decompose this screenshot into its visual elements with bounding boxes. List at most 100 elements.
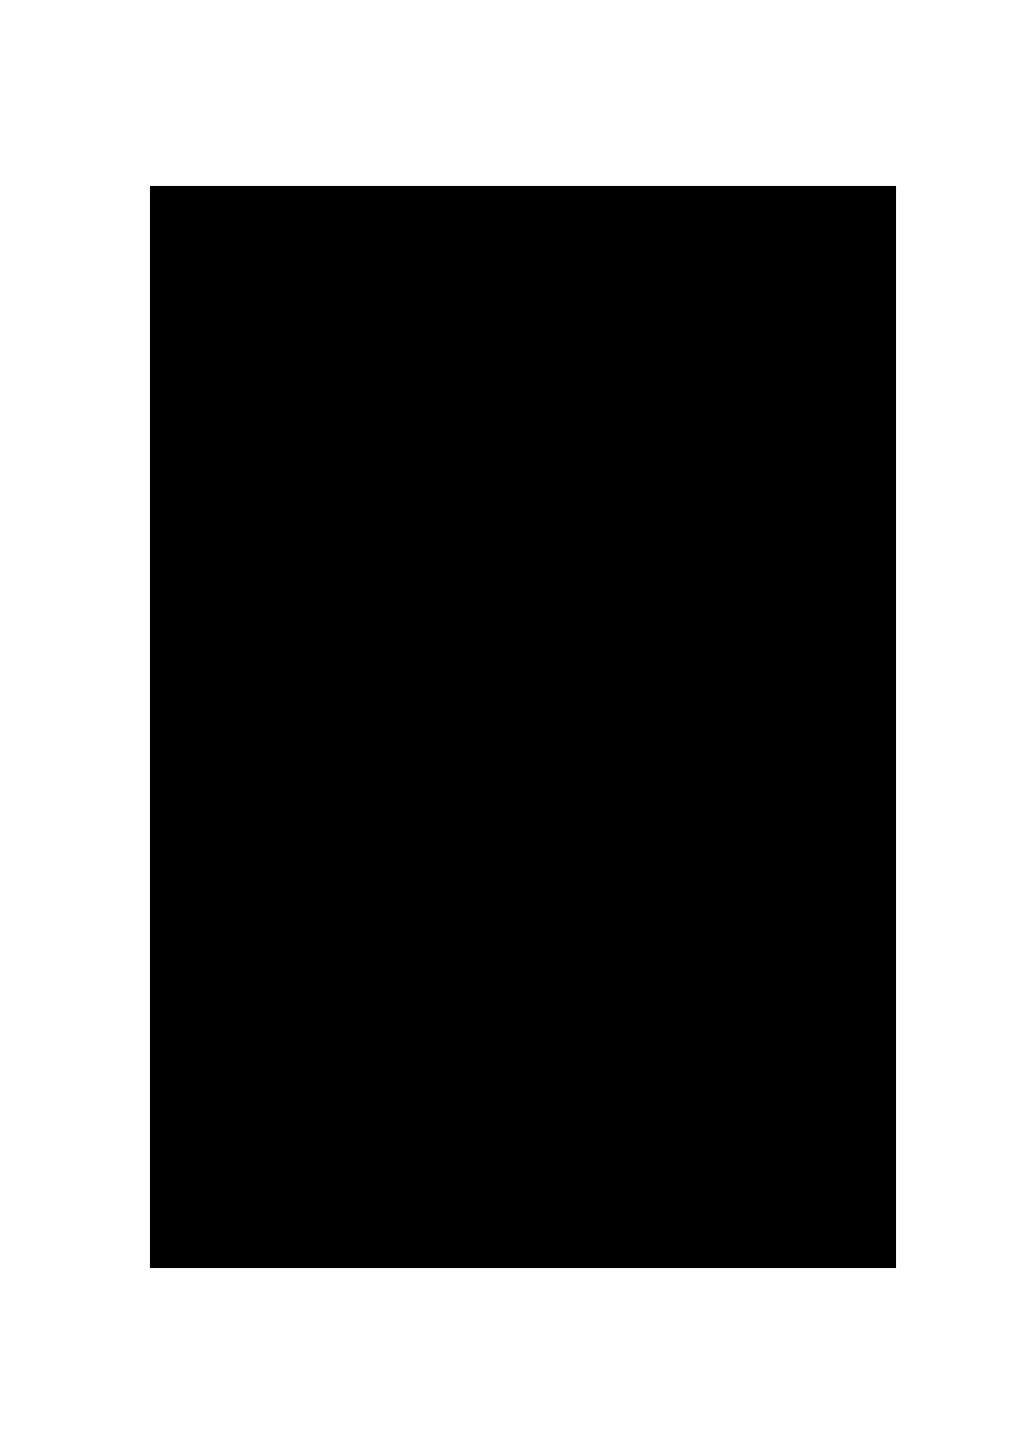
Polygon shape <box>151 235 224 270</box>
Circle shape <box>873 502 877 508</box>
Circle shape <box>279 597 285 603</box>
Circle shape <box>865 887 870 892</box>
Text: a: a <box>399 740 408 753</box>
Text: (c)  determinate and stable: (c) determinate and stable <box>175 1062 366 1076</box>
Bar <box>127 173 917 188</box>
Text: IES ◆ GATE ◆ PSUs ◆ JTO ◆ IAS ◆ NET: IES ◆ GATE ◆ PSUs ◆ JTO ◆ IAS ◆ NET <box>440 1247 599 1257</box>
Text: Qᴜᴇᴛɪᴏɴ  Bᴀɴᴋ: Qᴜᴇᴛɪᴏɴ Bᴀɴᴋ <box>411 238 634 267</box>
Text: A: A <box>235 583 244 596</box>
Text: (d)  12: (d) 12 <box>329 466 375 479</box>
Text: C: C <box>319 426 327 439</box>
Circle shape <box>651 710 656 716</box>
Text: (a)  Zero: (a) Zero <box>196 843 256 857</box>
Circle shape <box>538 870 545 877</box>
Text: (b)  6: (b) 6 <box>329 450 366 465</box>
Text: 2P: 2P <box>217 794 232 807</box>
Text: D: D <box>710 698 718 709</box>
Circle shape <box>380 818 385 823</box>
Circle shape <box>867 870 873 877</box>
Text: The force in the member ‘CD’ of the truss in fig: The force in the member ‘CD’ of the trus… <box>175 662 503 677</box>
Text: 1.: 1. <box>155 280 170 294</box>
Text: frame: frame <box>175 498 217 512</box>
Text: 3.: 3. <box>155 662 171 677</box>
Text: D: D <box>362 1007 372 1020</box>
Text: (d)  18: (d) 18 <box>329 644 375 657</box>
Circle shape <box>313 420 319 427</box>
Text: 6.: 6. <box>526 557 542 571</box>
Text: is: is <box>175 675 186 690</box>
Text: A: A <box>235 407 244 420</box>
Text: (d)  2, 22: (d) 2, 22 <box>704 535 767 548</box>
Text: 7.: 7. <box>526 765 542 779</box>
Circle shape <box>279 420 285 427</box>
Circle shape <box>871 887 876 892</box>
Bar <box>151 1221 894 1267</box>
Text: (c)  determinate: (c) determinate <box>534 935 647 949</box>
Text: (b)  24: (b) 24 <box>329 628 375 642</box>
Circle shape <box>703 801 709 808</box>
Circle shape <box>313 597 319 603</box>
Text: Pratap Nagar, Tonk Road, Jaipur-33: Pratap Nagar, Tonk Road, Jaipur-33 <box>177 1240 371 1250</box>
Text: a: a <box>322 674 330 687</box>
Text: (c)  P (Compression): (c) P (Compression) <box>196 859 336 873</box>
Text: | 1: | 1 <box>870 215 890 231</box>
Text: C: C <box>362 915 371 928</box>
Text: P: P <box>224 709 232 722</box>
Circle shape <box>313 615 318 619</box>
Text: 2.: 2. <box>155 485 171 501</box>
Text: below is.: below is. <box>549 570 610 584</box>
Circle shape <box>703 710 707 716</box>
Circle shape <box>313 437 318 442</box>
Text: (a)  3: (a) 3 <box>196 450 232 465</box>
Text: The plane frame shown below  is :: The plane frame shown below is : <box>175 877 413 892</box>
Text: ENGINEERS ACADEMY: ENGINEERS ACADEMY <box>461 1228 580 1238</box>
Circle shape <box>538 801 545 808</box>
Text: A: A <box>258 709 267 722</box>
Text: J: J <box>680 597 683 608</box>
Text: (b)  6: (b) 6 <box>704 727 742 742</box>
Text: G: G <box>610 649 620 659</box>
Circle shape <box>654 710 659 716</box>
Text: (d)  10: (d) 10 <box>704 743 750 758</box>
Bar <box>151 235 894 270</box>
Text: A: A <box>260 1007 268 1020</box>
Text: (c)  27: (c) 27 <box>196 644 240 657</box>
Circle shape <box>651 694 657 700</box>
Text: Email : info@ engineersacademy.org: Email : info@ engineersacademy.org <box>662 1234 878 1247</box>
Text: F: F <box>385 808 392 821</box>
Text: 5.: 5. <box>526 392 542 407</box>
Text: Website : www.engineersacademy.org: Website : www.engineersacademy.org <box>658 1247 882 1260</box>
Text: I: I <box>579 597 582 608</box>
Circle shape <box>316 437 321 442</box>
Text: (b)  unstable: (b) unstable <box>530 323 619 338</box>
Text: C: C <box>650 698 657 709</box>
Text: D: D <box>385 794 394 807</box>
Circle shape <box>383 818 388 823</box>
Text: B: B <box>260 915 268 928</box>
Text: Theory of Structures: Theory of Structures <box>142 196 286 209</box>
Bar <box>151 234 894 235</box>
Text: (c)  1, 22: (c) 1, 22 <box>534 535 596 548</box>
Text: (b)  2P (Compression): (b) 2P (Compression) <box>317 843 468 857</box>
Text: B: B <box>385 709 393 722</box>
Text: —Hinge: —Hinge <box>642 557 686 567</box>
Text: ENGINEERS ACADEMY: ENGINEERS ACADEMY <box>344 193 700 221</box>
Text: (a)  1, 21: (a) 1, 21 <box>534 519 597 534</box>
Circle shape <box>596 694 603 700</box>
Text: (a)  externally  indeterminate: (a) externally indeterminate <box>534 905 739 919</box>
Circle shape <box>875 486 881 492</box>
Circle shape <box>628 570 634 577</box>
Text: (d)  P (Tensile): (d) P (Tensile) <box>317 859 416 873</box>
Circle shape <box>879 502 883 508</box>
Circle shape <box>868 887 873 892</box>
Text: (b)  internally  indeterminate: (b) internally indeterminate <box>534 921 735 934</box>
Text: (c)  8: (c) 8 <box>534 743 570 758</box>
Text: (a)  4: (a) 4 <box>534 727 571 742</box>
Text: below: below <box>175 293 216 306</box>
Bar <box>461 1224 580 1263</box>
Bar <box>151 188 293 212</box>
Text: The static Indeterminacy of the structure shown: The static Indeterminacy of the structur… <box>549 557 883 570</box>
Text: Determine static and kinematic indeterminacies: Determine static and kinematic indetermi… <box>549 392 884 407</box>
Text: (a)  13: (a) 13 <box>196 628 242 642</box>
Text: (b)  unstable: (b) unstable <box>175 1048 264 1061</box>
